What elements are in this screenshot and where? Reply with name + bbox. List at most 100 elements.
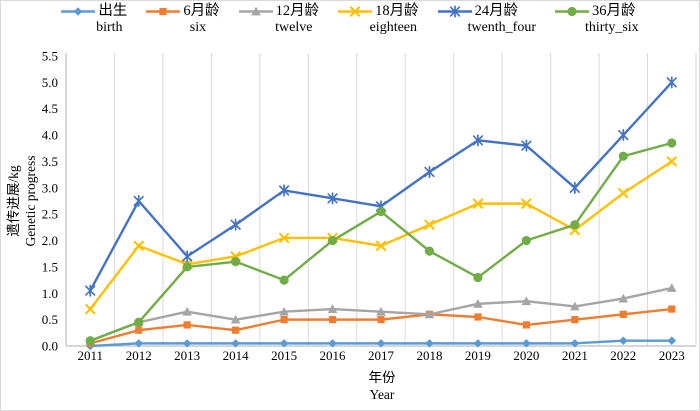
legend-label-zh-twelve: 12月龄 bbox=[275, 3, 320, 19]
x-axis-title-en: Year bbox=[370, 387, 395, 402]
datapoint-birth-2015 bbox=[279, 339, 289, 348]
datapoint-six-2012 bbox=[135, 326, 143, 334]
datapoint-twenth_four-2015 bbox=[278, 184, 290, 197]
series-twelve bbox=[85, 283, 677, 345]
x-tick-label-2015: 2015 bbox=[271, 348, 297, 363]
y-tick-label: 2.0 bbox=[42, 233, 58, 248]
series-thirty_six bbox=[85, 138, 677, 346]
y-tick-label: 5.0 bbox=[42, 75, 58, 90]
legend-triangle-marker-icon bbox=[238, 6, 273, 16]
x-tick-label-2014: 2014 bbox=[223, 348, 250, 363]
x-tick-label-2016: 2016 bbox=[320, 348, 347, 363]
datapoint-thirty_six-2011 bbox=[85, 336, 95, 346]
datapoint-eighteen-2015 bbox=[278, 232, 290, 244]
series-eighteen bbox=[85, 156, 677, 315]
datapoint-birth-2013 bbox=[182, 339, 192, 348]
legend-item-six: 6月龄 six bbox=[146, 3, 220, 36]
y-axis-title-zh: 遗传进展/kg bbox=[6, 165, 21, 237]
legend-label-en-eighteen: eighteen bbox=[369, 20, 418, 35]
datapoint-twenth_four-2013 bbox=[182, 250, 193, 263]
x-tick-label-2021: 2021 bbox=[562, 348, 588, 363]
datapoint-twenth_four-2011 bbox=[85, 284, 96, 297]
gridlines bbox=[113, 53, 697, 346]
series-twenth_four bbox=[85, 76, 677, 297]
legend-row: 出生 bbox=[61, 3, 127, 20]
legend-marker-thirty_six bbox=[567, 6, 577, 17]
legend-row: 12月龄 bbox=[238, 3, 320, 20]
x-tick-label-2023: 2023 bbox=[659, 348, 685, 363]
datapoint-eighteen-2017 bbox=[375, 240, 387, 251]
datapoint-six-2020 bbox=[522, 321, 530, 329]
legend-marker-six bbox=[159, 7, 167, 16]
datapoint-eighteen-2022 bbox=[618, 187, 629, 199]
y-tick-label: 1.0 bbox=[42, 286, 58, 301]
datapoint-twelve-2020 bbox=[521, 296, 532, 306]
legend-item-twelve: 12月龄 twelve bbox=[238, 3, 320, 36]
legend-marker-eighteen bbox=[349, 6, 361, 17]
datapoint-six-2021 bbox=[571, 316, 579, 324]
datapoint-six-2019 bbox=[474, 313, 482, 321]
legend-label-zh-six: 6月龄 bbox=[183, 3, 220, 19]
legend-label-zh-thirty_six: 36月龄 bbox=[592, 3, 636, 19]
datapoint-birth-2023 bbox=[667, 336, 677, 346]
datapoint-thirty_six-2012 bbox=[134, 317, 144, 327]
datapoint-six-2013 bbox=[183, 321, 191, 329]
datapoint-twelve-2015 bbox=[279, 306, 289, 316]
legend-label-zh-eighteen: 18月龄 bbox=[375, 3, 419, 19]
x-tick-label-2020: 2020 bbox=[513, 348, 539, 363]
y-tick-label: 2.5 bbox=[42, 207, 58, 222]
x-tick-label-2011: 2011 bbox=[77, 348, 103, 363]
x-tick-label-2019: 2019 bbox=[465, 348, 491, 363]
datapoint-thirty_six-2017 bbox=[376, 206, 386, 217]
datapoint-twenth_four-2014 bbox=[230, 218, 241, 231]
legend-marker-twelve bbox=[250, 6, 261, 16]
datapoint-twelve-2022 bbox=[618, 293, 629, 303]
legend-item-birth: 出生 birth bbox=[61, 3, 127, 36]
datapoint-thirty_six-2021 bbox=[570, 220, 580, 230]
datapoint-birth-2016 bbox=[328, 339, 337, 348]
datapoint-twenth_four-2022 bbox=[618, 129, 629, 142]
datapoint-thirty_six-2020 bbox=[521, 235, 531, 246]
y-tick-label: 3.0 bbox=[42, 180, 58, 195]
y-tick-label: 1.5 bbox=[42, 259, 58, 274]
datapoint-eighteen-2023 bbox=[666, 156, 677, 167]
datapoint-twelve-2021 bbox=[570, 301, 580, 311]
datapoint-birth-2021 bbox=[570, 339, 580, 348]
legend-item-eighteen: 18月龄 eighteen bbox=[338, 3, 419, 36]
data-series bbox=[85, 76, 677, 351]
legend-row: 18月龄 bbox=[338, 3, 419, 20]
datapoint-eighteen-2012 bbox=[133, 240, 144, 251]
datapoint-twenth_four-2012 bbox=[133, 194, 144, 208]
y-tick-label: 4.5 bbox=[42, 101, 58, 116]
x-tick-label-2017: 2017 bbox=[368, 348, 395, 363]
datapoint-twenth_four-2018 bbox=[424, 165, 435, 179]
datapoint-thirty_six-2023 bbox=[667, 138, 677, 148]
datapoint-six-2022 bbox=[619, 310, 627, 318]
datapoint-twenth_four-2020 bbox=[521, 139, 532, 152]
datapoint-twelve-2018 bbox=[424, 309, 435, 319]
y-tick-label: 4.0 bbox=[42, 128, 58, 143]
legend-label-en-thirty_six: thirty_six bbox=[585, 20, 639, 35]
datapoint-birth-2019 bbox=[473, 339, 483, 348]
datapoint-twelve-2014 bbox=[230, 314, 241, 324]
legend-row: 6月龄 bbox=[146, 3, 220, 20]
legend-star-marker-icon bbox=[437, 5, 472, 18]
datapoint-birth-2020 bbox=[522, 339, 531, 348]
datapoint-thirty_six-2022 bbox=[618, 151, 628, 161]
legend-label-en-twelve: twelve bbox=[275, 20, 313, 35]
datapoint-eighteen-2020 bbox=[521, 198, 532, 209]
x-tick-label-2022: 2022 bbox=[610, 348, 636, 363]
y-tick-label: 3.5 bbox=[42, 154, 58, 169]
datapoint-twelve-2023 bbox=[666, 283, 677, 292]
datapoint-thirty_six-2013 bbox=[182, 262, 192, 272]
datapoint-twenth_four-2023 bbox=[666, 76, 677, 89]
legend-row: 36月龄 bbox=[555, 3, 639, 20]
datapoint-six-2017 bbox=[377, 316, 385, 324]
legend-marker-twenth_four bbox=[449, 5, 460, 18]
datapoint-six-2014 bbox=[232, 326, 240, 334]
legend-circle-marker-icon bbox=[555, 6, 589, 17]
datapoint-thirty_six-2016 bbox=[327, 235, 338, 246]
y-tick-label: 5.5 bbox=[42, 49, 58, 64]
legend-label-en-six: six bbox=[189, 20, 207, 35]
